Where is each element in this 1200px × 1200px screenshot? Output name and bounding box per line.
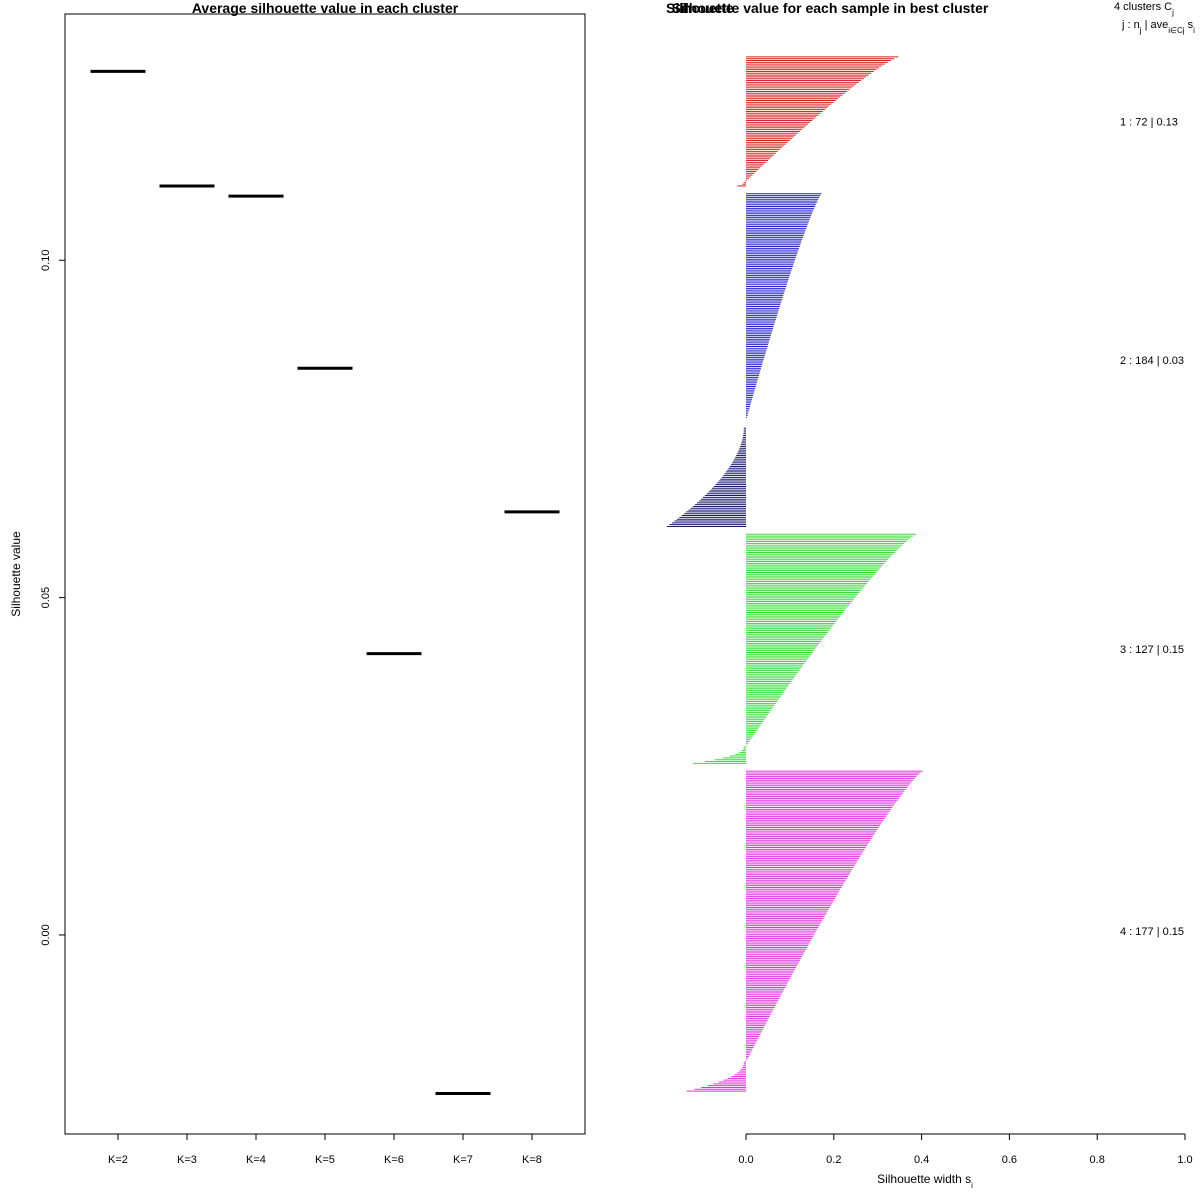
silhouette-x-tick-label: 0.6: [1002, 1154, 1017, 1166]
legend-header-line1-sub: j: [1171, 8, 1174, 17]
avg-plot-frame: [64, 13, 586, 1135]
legend-header-s: s: [1185, 19, 1194, 31]
cluster-label: 1 : 72 | 0.13: [1120, 116, 1178, 128]
silhouette-x-axis-label-main: Silhouette width s: [877, 1172, 971, 1186]
cluster-label: 4 : 177 | 0.15: [1120, 926, 1184, 938]
legend-header-j-sub: j: [1139, 26, 1142, 35]
avg-y-tick-label: 0.10: [40, 250, 52, 271]
silhouette-x-tick-label: 1.0: [1177, 1154, 1192, 1166]
silhouette-title: Silhouette value for each sample in best…: [672, 0, 989, 16]
avg-y-axis: 0.00 0.05 0.10: [40, 250, 65, 946]
legend-header-j-n: j : n: [1121, 19, 1140, 31]
avg-x-tick-label: K=2: [108, 1154, 128, 1166]
avg-marks: [90, 69, 560, 1096]
legend-header-line2: j : nj | avei∈Cj si: [1121, 19, 1195, 35]
silhouette-x-axis-label: Silhouette width si: [877, 1172, 973, 1190]
legend-header-ave: | ave: [1142, 19, 1169, 31]
avg-x-tick-label: K=7: [453, 1154, 473, 1166]
avg-y-axis-label: Silhouette value: [9, 531, 23, 617]
silhouette-x-axis: 0.0 0.2 0.4 0.6 0.8 1.0: [738, 1133, 1193, 1166]
avg-chart-title: Average silhouette value in each cluster: [192, 0, 459, 16]
silhouette-plot: Silhouette value for each sample in best…: [666, 0, 1195, 1190]
silhouette-x-tick-label: 0.2: [826, 1154, 841, 1166]
silhouette-x-tick-label: 0.4: [914, 1154, 929, 1166]
avg-x-tick-label: K=5: [315, 1154, 335, 1166]
avg-x-tick-label: K=3: [177, 1154, 197, 1166]
silhouette-x-tick-label: 0.0: [738, 1154, 753, 1166]
avg-silhouette-chart: Average silhouette value in each cluster…: [9, 0, 586, 1166]
silhouette-bars: [666, 56, 923, 1092]
cluster-legend-header: 4 clusters Cj j : nj | avei∈Cj si: [1114, 1, 1195, 35]
avg-y-tick-label: 0.00: [40, 924, 52, 945]
avg-y-tick-label: 0.05: [40, 587, 52, 608]
avg-x-tick-label: K=8: [522, 1154, 542, 1166]
legend-header-s-sub: i: [1193, 26, 1195, 35]
avg-x-tick-label: K=4: [246, 1154, 266, 1166]
legend-header-ave-sub: i∈Cj: [1168, 26, 1185, 35]
cluster-label: 3 : 127 | 0.15: [1120, 644, 1184, 656]
silhouette-x-tick-label: 0.8: [1090, 1154, 1105, 1166]
silhouette-x-axis-label-sub: i: [971, 1181, 973, 1190]
silhouette-title-overlap: Silhouette: [666, 0, 734, 16]
cluster-labels: 1 : 72 | 0.13 2 : 184 | 0.03 3 : 127 | 0.1…: [1120, 116, 1184, 938]
avg-x-axis: K=2 K=3 K=4 K=5 K=6 K=7 K=8: [108, 1134, 542, 1166]
legend-header-line1: 4 clusters Cj: [1114, 1, 1174, 17]
cluster-label: 2 : 184 | 0.03: [1120, 355, 1184, 367]
avg-x-tick-label: K=6: [384, 1154, 404, 1166]
legend-header-line1-main: 4 clusters C: [1114, 1, 1172, 13]
